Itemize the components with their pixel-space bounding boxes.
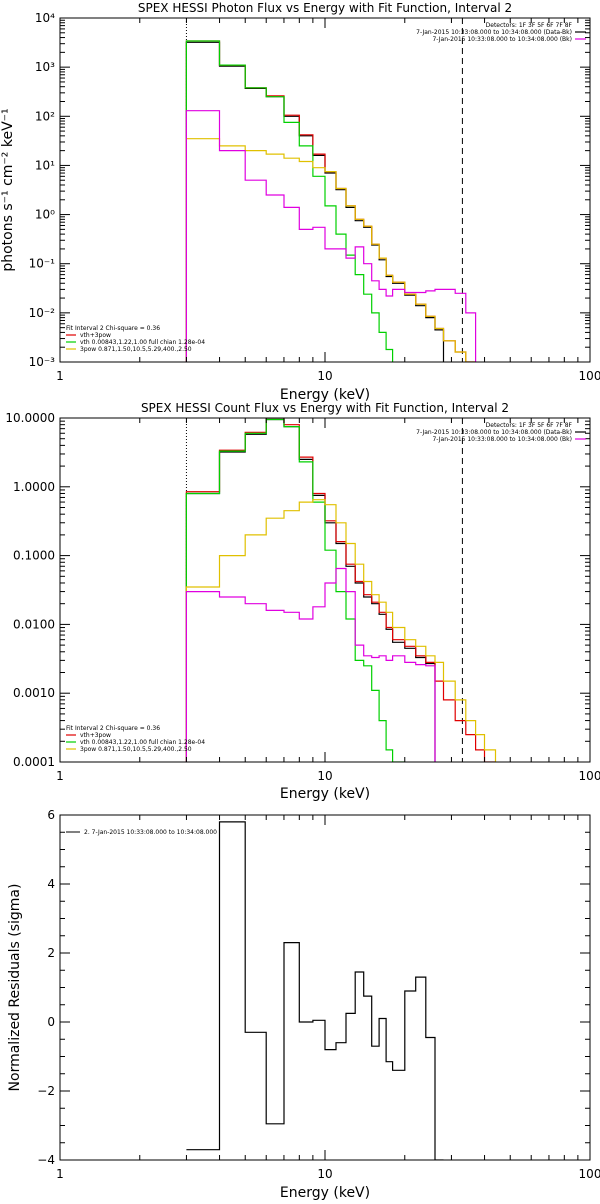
series-background-line xyxy=(185,110,477,362)
series-fit-line xyxy=(185,418,496,762)
legend-item: vth 0.00843,1.22,1.00 full chian 1.28e-0… xyxy=(80,739,205,746)
y-axis-label: Normalized Residuals (sigma) xyxy=(7,884,23,1092)
info-line: Detectors: 1F 3F 5F 6F 7F 8F xyxy=(486,22,573,29)
x-tick-label: 1 xyxy=(56,769,64,783)
x-tick-label: 10 xyxy=(317,1167,332,1181)
x-tick-label: 10 xyxy=(317,369,332,383)
legend-title: Fit Interval 2 Chi-square = 0.36 xyxy=(66,325,160,332)
y-tick-label: 0.0010 xyxy=(13,686,55,700)
y-tick-label: 10.0000 xyxy=(5,411,55,425)
chart-panel-2: 1 10 100 0.0001 0.0010 0.0100 0.1000 1.0000 10.0… xyxy=(5,401,600,802)
series-group xyxy=(185,418,497,762)
x-tick-label: 10 xyxy=(317,769,332,783)
legend-item: vth+3pow xyxy=(80,332,111,339)
info-line: 7-Jan-2015 10:33:08.000 to 10:34:08.000 … xyxy=(416,29,572,36)
series-thermal-line xyxy=(185,418,405,762)
x-tick-label: 100 xyxy=(579,1167,600,1181)
y-tick-label: 10⁻² xyxy=(29,306,56,320)
series-total-line xyxy=(185,418,436,762)
y-tick-label: −2 xyxy=(37,1084,55,1098)
info-line: 7-Jan-2015 10:33:08.000 to 10:34:08.000 … xyxy=(416,429,572,436)
legend-item: vth 0.00843,1.22,1.00 full chian 1.28e-0… xyxy=(80,339,205,346)
series-total-line xyxy=(185,41,445,362)
y-axis-label: photons s⁻¹ cm⁻² keV⁻¹ xyxy=(0,108,16,271)
y-tick-label: 10² xyxy=(35,109,55,123)
legend-item: vth+3pow xyxy=(80,732,111,739)
info-line: 7-Jan-2015 10:33:08.000 to 10:34:08.000 … xyxy=(432,436,572,443)
y-tick-label: 10⁻¹ xyxy=(29,257,56,271)
y-tick-label: 2 xyxy=(47,946,55,960)
legend-title: Fit Interval 2 Chi-square = 0.36 xyxy=(66,725,160,732)
y-tick-label: 10³ xyxy=(35,60,55,74)
y-tick-label: 0.0001 xyxy=(13,755,55,769)
series-group xyxy=(186,821,444,1160)
x-tick-label: 100 xyxy=(579,369,600,383)
series-total-line xyxy=(186,821,444,1160)
y-tick-label: −4 xyxy=(37,1153,55,1167)
legend-item: 3pow 0.871,1.50,10.5,5.29,400.,2.50 xyxy=(80,746,192,753)
series-thermal-line xyxy=(185,40,406,362)
y-tick-label: 1.0000 xyxy=(13,480,55,494)
chart-title: SPEX HESSI Count Flux vs Energy with Fit… xyxy=(141,401,509,415)
y-tick-label: 4 xyxy=(47,877,55,891)
chart-panel-3: 1 10 100 −4 −2 0 2 4 6 Energy (keV) Normalized Res… xyxy=(7,808,600,1201)
x-tick-label: 1 xyxy=(56,369,64,383)
y-tick-label: 0 xyxy=(47,1015,55,1029)
y-tick-label: 0.0100 xyxy=(13,617,55,631)
plot-frame xyxy=(59,814,591,1161)
y-tick-label: 10⁴ xyxy=(35,11,55,25)
y-tick-label: 6 xyxy=(47,808,55,822)
x-tick-label: 100 xyxy=(579,769,600,783)
y-tick-label: 10¹ xyxy=(35,158,55,172)
series-group xyxy=(185,40,477,362)
legend-item: 2. 7-Jan-2015 10:33:08.000 to 10:34:08.0… xyxy=(84,829,217,836)
x-tick-label: 1 xyxy=(56,1167,64,1181)
x-axis-label: Energy (keV) xyxy=(280,786,370,802)
info-line: Detectors: 1F 3F 5F 6F 7F 8F xyxy=(486,422,573,429)
legend-item: 3pow 0.871,1.50,10.5,5.29,400.,2.50 xyxy=(80,346,192,353)
y-tick-label: 0.1000 xyxy=(13,549,55,563)
series-background-line xyxy=(185,567,436,762)
y-tick-label: 10⁻³ xyxy=(29,355,56,369)
series-fit-line xyxy=(185,40,476,362)
x-axis-label: Energy (keV) xyxy=(280,387,370,403)
chart-panel-1: 1 10 100 10⁻³ 10⁻² 10⁻¹ 10⁰ 10¹ 10² 10³ 10⁴ SPEX HE… xyxy=(0,1,600,403)
x-axis-label: Energy (keV) xyxy=(280,1185,370,1200)
chart-title: SPEX HESSI Photon Flux vs Energy with Fi… xyxy=(138,1,512,15)
series-powerlaw-line xyxy=(185,499,497,762)
info-line: 7-Jan-2015 10:33:08.000 to 10:34:08.000 … xyxy=(432,36,572,43)
y-tick-label: 10⁰ xyxy=(35,208,55,222)
series-powerlaw-line xyxy=(185,138,476,362)
